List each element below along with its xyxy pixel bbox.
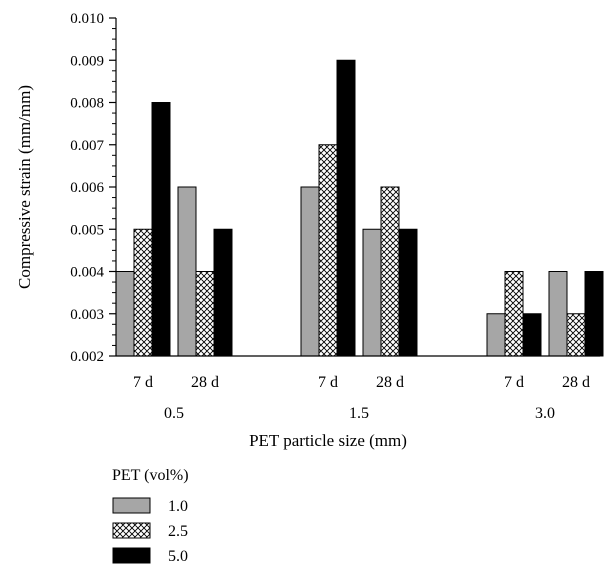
y-tick-label: 0.010 [70,11,104,27]
bar [504,271,524,357]
x-group-label: 3.0 [535,405,555,422]
bar [133,228,153,357]
bar [318,144,338,357]
legend-entry-label: 2.5 [168,523,188,540]
y-ticks: 0.002 0.003 0.004 0.005 0.006 0.007 0.008 0.009… [70,11,116,365]
bar [177,186,197,357]
bars [115,59,604,357]
x-group-label: 0.5 [164,405,184,422]
x-tick-labels: 7 d 28 d 0.5 7 d 28 d 1.5 7 d 28 d 3.0 [133,374,590,422]
x-axis-label: PET particle size (mm) [249,431,407,450]
bar [566,313,586,357]
y-tick-label: 0.003 [70,307,104,323]
bar [300,186,320,357]
x-sub-label: 28 d [191,374,219,391]
bar [548,271,568,357]
x-sub-label: 7 d [318,374,338,391]
y-axis-label: Compressive strain (mm/mm) [15,85,34,289]
bar [522,313,542,357]
legend-swatch [112,522,151,539]
bar [115,271,135,357]
bar [336,59,356,357]
legend-entry-label: 1.0 [168,498,188,515]
legend: PET (vol%) 1.0 2.5 5.0 [112,467,189,565]
legend-swatch [112,547,151,564]
y-tick-label: 0.002 [70,349,104,365]
bar [362,228,382,357]
bar [380,186,400,357]
y-tick-label: 0.008 [70,96,104,112]
x-group-label: 1.5 [349,405,369,422]
legend-entry-label: 5.0 [168,548,188,565]
x-sub-label: 28 d [562,374,590,391]
bar [195,271,215,357]
bar [486,313,506,357]
y-tick-label: 0.005 [70,222,104,238]
y-tick-label: 0.004 [70,265,104,281]
y-tick-label: 0.009 [70,53,104,69]
legend-title: PET (vol%) [112,467,189,484]
bar [213,228,233,357]
bar [151,102,171,357]
x-sub-label: 7 d [504,374,524,391]
y-tick-label: 0.006 [70,180,104,196]
legend-swatch [112,497,151,514]
bar [398,228,418,357]
x-sub-label: 28 d [376,374,404,391]
x-sub-label: 7 d [133,374,153,391]
y-tick-label: 0.007 [70,138,104,154]
bar [584,271,604,357]
